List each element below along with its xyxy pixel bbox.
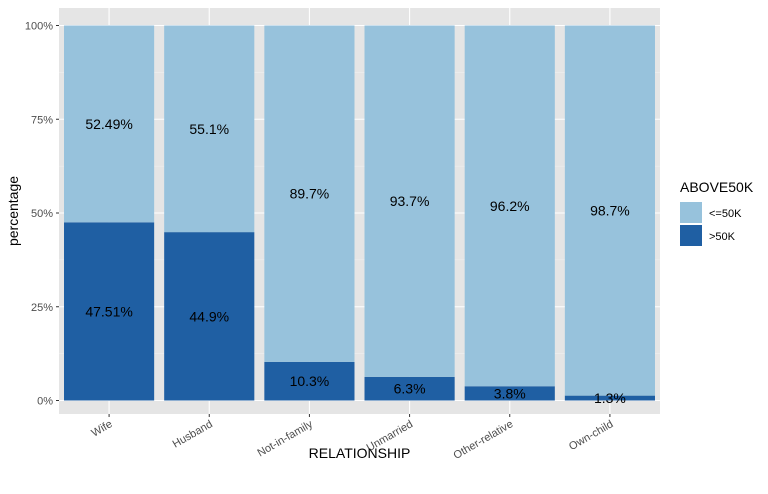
bar-below50k-husband xyxy=(164,25,255,233)
bar-below50k-not-in-family xyxy=(264,25,355,362)
data-label: 98.7% xyxy=(590,203,630,219)
x-tick-label: Not-in-family xyxy=(255,418,315,460)
bar-below50k-wife xyxy=(64,25,155,223)
y-tick-label: 50% xyxy=(31,208,53,220)
data-label: 96.2% xyxy=(490,198,530,214)
data-label: 10.3% xyxy=(290,373,330,389)
data-label: 6.3% xyxy=(394,381,426,397)
data-label: 3.8% xyxy=(494,385,526,401)
bar-below50k-other-relative xyxy=(464,25,555,387)
y-tick-label: 75% xyxy=(31,114,53,126)
bar-labels-layer: 47.51% 52.49% 44.9% 55.1% 10.3% 89.7% 6.3% 93.7… xyxy=(85,116,629,406)
data-label: 52.49% xyxy=(85,116,132,132)
data-label: 93.7% xyxy=(390,193,430,209)
bar-above50k-not-in-family xyxy=(264,361,355,401)
bar-above50k-unmarried xyxy=(364,376,455,401)
legend-title: ABOVE50K xyxy=(680,179,754,195)
x-axis-title: RELATIONSHIP xyxy=(309,445,411,461)
data-label: 89.7% xyxy=(290,186,330,202)
x-tick-label: Wife xyxy=(90,418,115,439)
bar-above50k-own-child xyxy=(564,395,655,401)
legend-swatch xyxy=(680,225,702,246)
legend: ABOVE50K <=50K >50K xyxy=(680,179,754,246)
y-tick-label: 25% xyxy=(31,302,53,314)
bar-above50k-wife xyxy=(64,222,155,401)
y-axis: 0% 25% 50% 75% 100% xyxy=(25,21,59,408)
bar-above50k-husband xyxy=(164,232,255,401)
y-tick-label: 0% xyxy=(37,396,53,408)
bar-below50k-own-child xyxy=(564,25,655,396)
y-tick-label: 100% xyxy=(25,21,53,33)
data-label: 55.1% xyxy=(189,121,229,137)
data-label: 44.9% xyxy=(189,308,229,324)
y-axis-title: percentage xyxy=(5,176,21,246)
legend-swatch xyxy=(680,202,702,223)
bar-above50k-other-relative xyxy=(464,386,555,401)
plot-panel xyxy=(59,8,660,414)
bar-below50k-unmarried xyxy=(364,25,455,377)
legend-label: <=50K xyxy=(709,208,742,220)
data-label: 1.3% xyxy=(594,390,626,406)
x-tick-label: Husband xyxy=(171,418,215,450)
x-tick-label: Own-child xyxy=(567,418,615,453)
legend-label: >50K xyxy=(709,231,736,243)
bars-layer xyxy=(64,25,655,401)
x-tick-label: Other-relative xyxy=(452,418,516,462)
data-label: 47.51% xyxy=(85,303,132,319)
